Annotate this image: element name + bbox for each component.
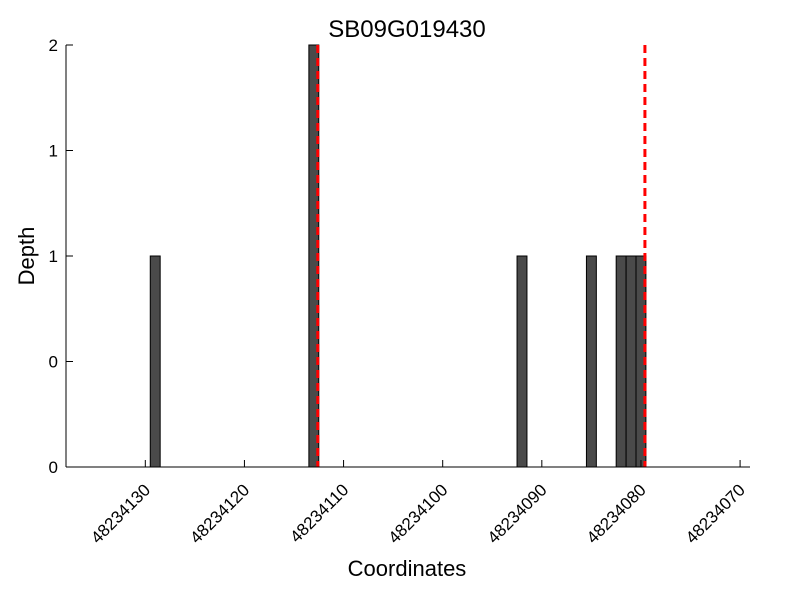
x-tick-label-2: 48234110 — [286, 480, 352, 546]
bar-5 — [625, 255, 637, 468]
x-tick-label-0: 48234130 — [87, 480, 154, 547]
y-tick-label-4: 2 — [49, 36, 58, 55]
x-tick-label-6: 48234070 — [682, 480, 749, 547]
x-tick-label-3: 48234100 — [385, 480, 452, 547]
bar-0 — [149, 255, 161, 468]
bar-4 — [615, 255, 627, 468]
bars-layer — [149, 44, 647, 468]
x-tick-label-4: 48234090 — [484, 480, 551, 547]
y-tick-label-3: 1 — [49, 142, 58, 161]
x-axis-label: Coordinates — [348, 556, 467, 581]
y-tick-label-0: 0 — [49, 458, 58, 477]
y-tick-label-2: 1 — [49, 247, 58, 266]
y-tick-label-1: 0 — [49, 353, 58, 372]
x-tick-label-1: 48234120 — [186, 480, 253, 547]
bar-3 — [585, 255, 597, 468]
x-tick-label-5: 48234080 — [583, 480, 650, 547]
reference-lines-layer — [316, 45, 647, 467]
y-axis-label: Depth — [14, 227, 39, 286]
chart-title: SB09G019430 — [328, 16, 485, 43]
bar-2 — [516, 255, 528, 468]
